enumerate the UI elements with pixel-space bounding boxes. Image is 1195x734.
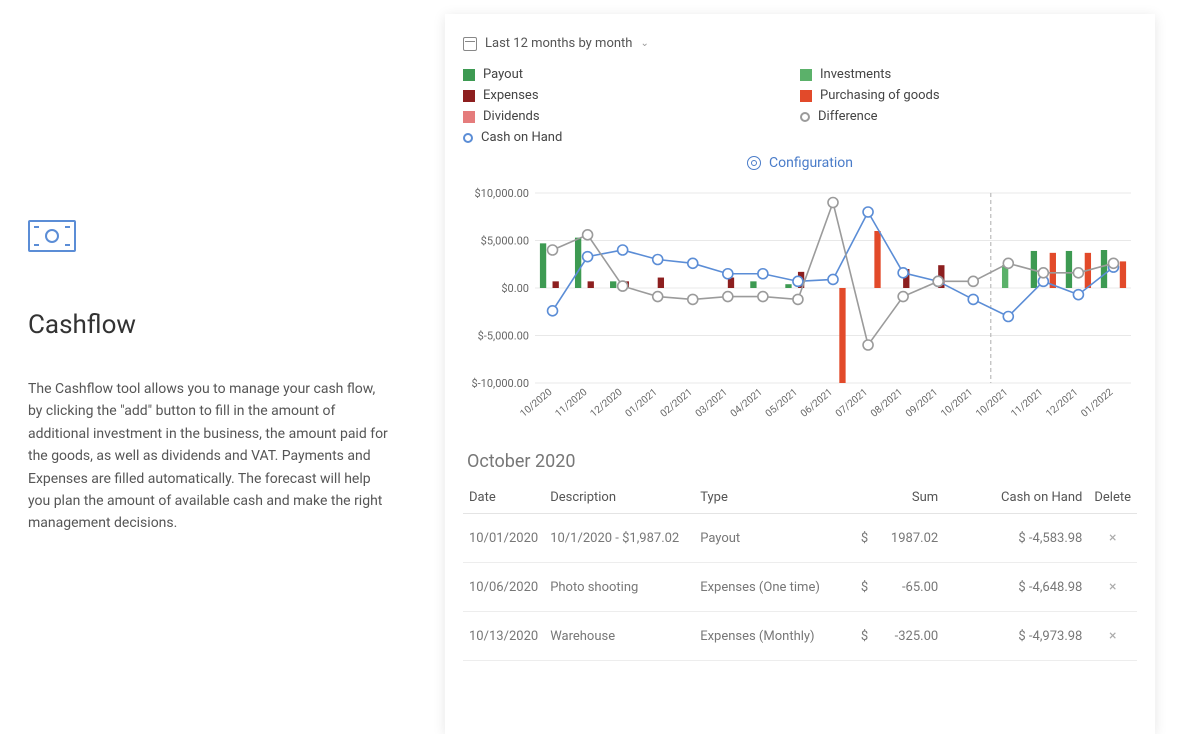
cashflow-chart: $-10,000.00 $-5,000.00 $0.00 $5,000.00 $10,0…	[463, 185, 1137, 425]
cashflow-table: Date Description Type Sum Cash on Hand D…	[463, 482, 1137, 661]
swatch-cash	[463, 133, 473, 143]
delete-row-button[interactable]: ×	[1088, 514, 1137, 563]
chevron-down-icon: ⌄	[640, 38, 648, 49]
cell-cash: $ -4,648.98	[944, 563, 1088, 612]
svg-text:12/2021: 12/2021	[1044, 387, 1080, 420]
swatch-difference	[800, 112, 810, 122]
swatch-investments	[800, 69, 812, 81]
cell-currency: $	[844, 612, 874, 661]
cell-cash: $ -4,583.98	[944, 514, 1088, 563]
svg-text:03/2021: 03/2021	[694, 387, 730, 420]
cell-date: 10/06/2020	[463, 563, 544, 612]
legend-expenses[interactable]: Expenses	[463, 88, 800, 103]
cell-date: 10/13/2020	[463, 612, 544, 661]
legend-dividends[interactable]: Dividends	[463, 109, 800, 124]
calendar-icon	[463, 37, 477, 51]
cell-description: Photo shooting	[544, 563, 694, 612]
svg-text:10/2021: 10/2021	[939, 387, 975, 420]
svg-text:$-10,000.00: $-10,000.00	[471, 377, 529, 390]
cell-currency: $	[844, 514, 874, 563]
svg-text:11/2021: 11/2021	[1009, 387, 1045, 420]
table-row: 10/13/2020WarehouseExpenses (Monthly)$-3…	[463, 612, 1137, 661]
col-delete: Delete	[1088, 482, 1137, 514]
cashflow-icon	[28, 220, 76, 252]
swatch-payout	[463, 69, 475, 81]
swatch-dividends	[463, 111, 475, 123]
svg-text:$0.00: $0.00	[501, 282, 529, 295]
col-cash: Cash on Hand	[944, 482, 1088, 514]
swatch-expenses	[463, 90, 475, 102]
cell-description: Warehouse	[544, 612, 694, 661]
svg-text:01/2021: 01/2021	[624, 387, 660, 420]
configuration-link[interactable]: Configuration	[463, 155, 1137, 171]
svg-text:$5,000.00: $5,000.00	[481, 235, 529, 248]
col-date: Date	[463, 482, 544, 514]
swatch-purchasing	[800, 90, 812, 102]
date-range-label: Last 12 months by month	[485, 36, 632, 51]
cell-date: 10/01/2020	[463, 514, 544, 563]
page-title: Cashflow	[28, 310, 405, 340]
cell-sum: -325.00	[874, 612, 944, 661]
page-description: The Cashflow tool allows you to manage y…	[28, 378, 388, 535]
delete-row-button[interactable]: ×	[1088, 563, 1137, 612]
svg-text:12/2020: 12/2020	[589, 387, 625, 420]
legend-investments[interactable]: Investments	[800, 67, 1137, 82]
cell-cash: $ -4,973.98	[944, 612, 1088, 661]
cell-description: 10/1/2020 - $1,987.02	[544, 514, 694, 563]
svg-text:10/2020: 10/2020	[518, 387, 554, 420]
legend-cash[interactable]: Cash on Hand	[463, 130, 800, 145]
table-row: 10/06/2020Photo shootingExpenses (One ti…	[463, 563, 1137, 612]
legend-difference[interactable]: Difference	[800, 109, 1137, 124]
col-sum: Sum	[844, 482, 944, 514]
cell-sum: -65.00	[874, 563, 944, 612]
table-title: October 2020	[467, 451, 1137, 472]
svg-text:$-5,000.00: $-5,000.00	[478, 330, 529, 343]
legend-payout[interactable]: Payout	[463, 67, 800, 82]
cell-currency: $	[844, 563, 874, 612]
cashflow-card: Last 12 months by month ⌄ Payout Expense…	[445, 14, 1155, 734]
cell-sum: 1987.02	[874, 514, 944, 563]
svg-text:05/2021: 05/2021	[764, 387, 800, 420]
delete-row-button[interactable]: ×	[1088, 612, 1137, 661]
svg-text:06/2021: 06/2021	[799, 387, 835, 420]
svg-text:09/2021: 09/2021	[904, 387, 940, 420]
chart-legend: Payout Expenses Dividends Cash on Hand	[463, 67, 1137, 145]
col-type: Type	[694, 482, 844, 514]
legend-purchasing[interactable]: Purchasing of goods	[800, 88, 1137, 103]
svg-text:$10,000.00: $10,000.00	[474, 187, 529, 200]
svg-text:04/2021: 04/2021	[729, 387, 765, 420]
gear-icon	[747, 156, 761, 170]
col-description: Description	[544, 482, 694, 514]
date-range-selector[interactable]: Last 12 months by month ⌄	[463, 36, 1137, 51]
svg-text:07/2021: 07/2021	[834, 387, 870, 420]
svg-text:11/2020: 11/2020	[553, 387, 589, 420]
cell-type: Payout	[694, 514, 844, 563]
cell-type: Expenses (One time)	[694, 563, 844, 612]
svg-text:02/2021: 02/2021	[659, 387, 695, 420]
svg-text:10/2021: 10/2021	[974, 387, 1010, 420]
svg-text:08/2021: 08/2021	[869, 387, 905, 420]
table-row: 10/01/202010/1/2020 - $1,987.02Payout$19…	[463, 514, 1137, 563]
svg-text:01/2022: 01/2022	[1079, 387, 1115, 420]
cell-type: Expenses (Monthly)	[694, 612, 844, 661]
